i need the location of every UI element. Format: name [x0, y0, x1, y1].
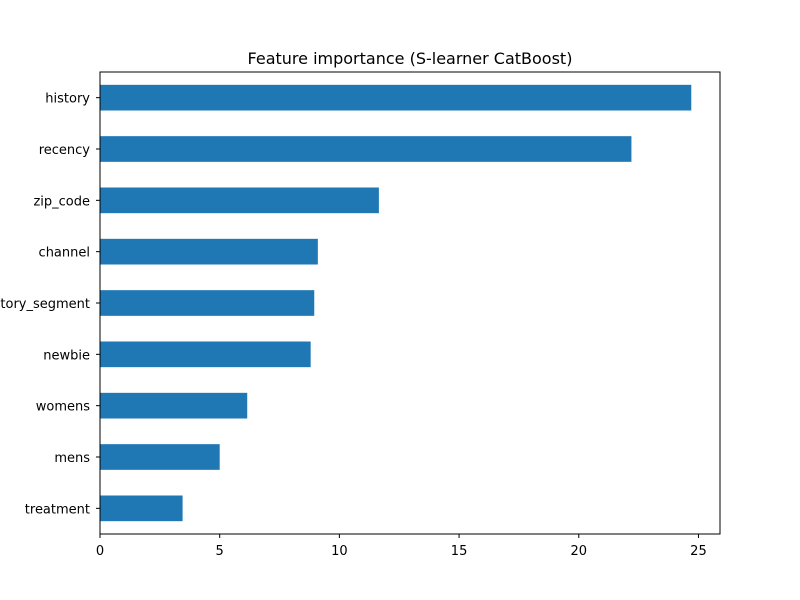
bar-channel	[100, 238, 318, 265]
bars-group	[100, 84, 692, 522]
y-tick-label: womens	[36, 400, 90, 415]
plot-frame	[99, 71, 721, 535]
x-tick-label: 15	[451, 544, 468, 559]
bar-newbie	[100, 341, 311, 368]
x-axis: 0 5 10 15 20 25	[96, 534, 707, 559]
bar-treatment	[100, 495, 183, 522]
y-tick-label: history_segment	[0, 297, 90, 312]
bar-history-segment	[100, 290, 315, 316]
y-tick-label: channel	[39, 246, 90, 261]
bar-mens	[100, 444, 220, 470]
y-tick-label: history	[45, 92, 90, 107]
x-tick-label: 20	[570, 544, 587, 559]
bar-recency	[100, 136, 632, 162]
x-tick-label: 25	[690, 544, 707, 559]
bar-womens	[100, 392, 248, 419]
y-tick-label: treatment	[25, 502, 90, 517]
y-tick-label: recency	[39, 143, 91, 158]
bar-history	[100, 84, 692, 111]
x-tick-label: 10	[331, 544, 348, 559]
bar-zip-code	[100, 187, 379, 214]
y-tick-label: mens	[54, 451, 90, 466]
y-tick-label: newbie	[43, 348, 90, 363]
x-tick-label: 5	[216, 544, 224, 559]
y-tick-label: zip_code	[33, 194, 90, 209]
x-tick-label: 0	[96, 544, 104, 559]
chart-title: Feature importance (S-learner CatBoost)	[248, 49, 573, 68]
